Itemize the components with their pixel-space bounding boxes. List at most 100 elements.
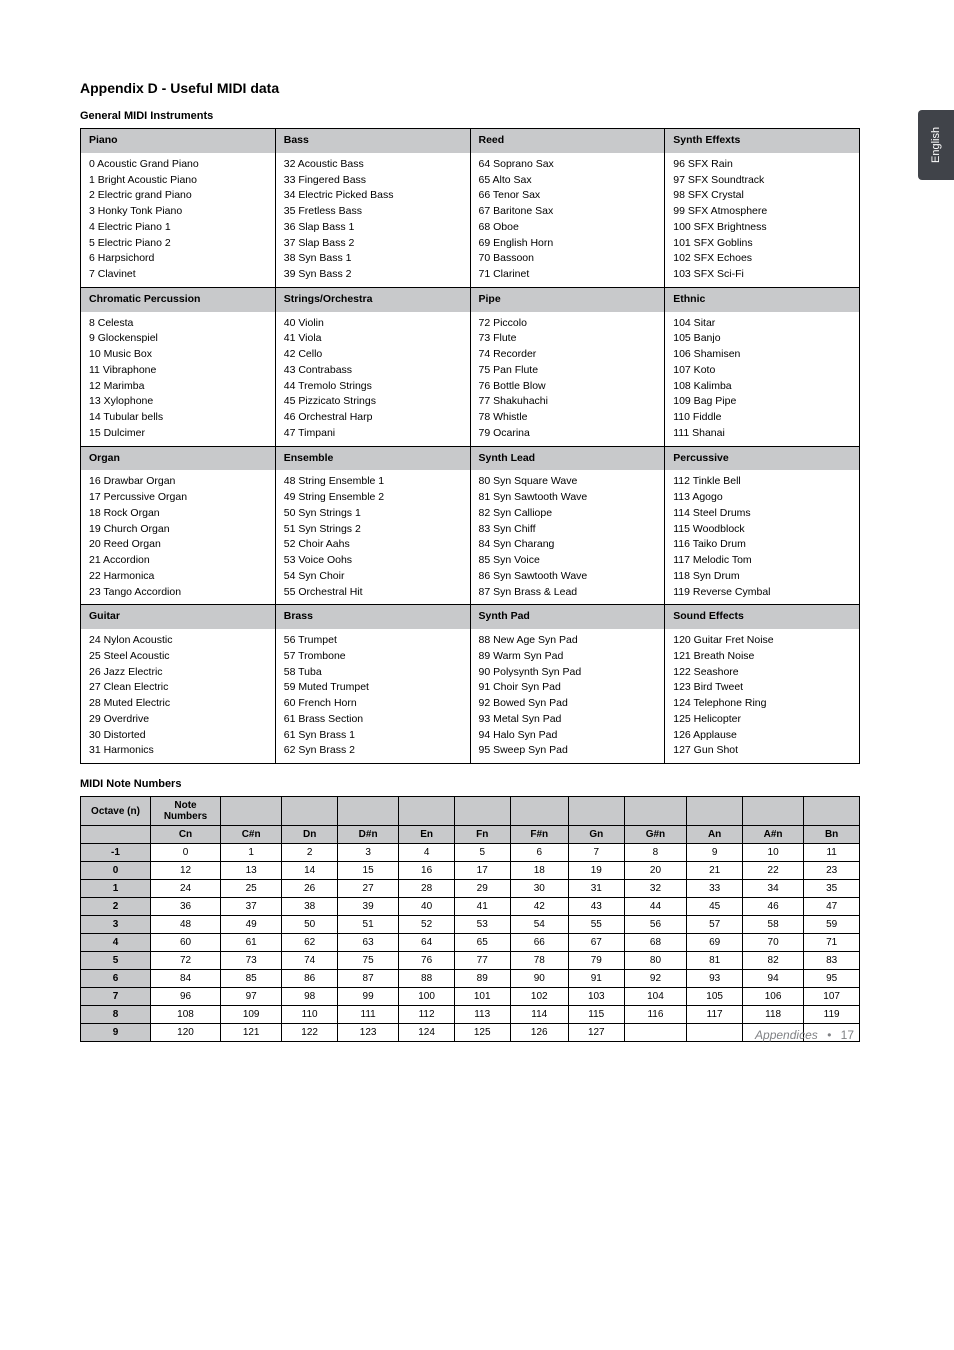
instr-item: 30 Distorted	[89, 728, 267, 744]
instr-item: 48 String Ensemble 1	[284, 474, 462, 490]
instr-item: 40 Violin	[284, 316, 462, 332]
notes-header-blank	[804, 797, 860, 826]
instr-category-header: Brass	[275, 605, 470, 629]
notes-octave-cell: 9	[81, 1024, 151, 1042]
notes-value-cell: 103	[568, 988, 624, 1006]
instr-item: 91 Choir Syn Pad	[479, 680, 657, 696]
instr-item: 13 Xylophone	[89, 394, 267, 410]
instr-item: 85 Syn Voice	[479, 553, 657, 569]
notes-value-cell: 91	[568, 970, 624, 988]
instr-category-cell: 80 Syn Square Wave81 Syn Sawtooth Wave82…	[470, 470, 665, 605]
instr-item: 29 Overdrive	[89, 712, 267, 728]
instr-item: 79 Ocarina	[479, 426, 657, 442]
notes-value-cell: 5	[454, 844, 510, 862]
instr-item: 105 Banjo	[673, 331, 851, 347]
notes-value-cell: 31	[568, 880, 624, 898]
instr-item: 78 Whistle	[479, 410, 657, 426]
notes-value-cell: 90	[510, 970, 568, 988]
notes-value-cell: 108	[151, 1006, 221, 1024]
notes-octave-cell: 1	[81, 880, 151, 898]
instr-item: 61 Brass Section	[284, 712, 462, 728]
instr-item: 123 Bird Tweet	[673, 680, 851, 696]
instr-item: 36 Slap Bass 1	[284, 220, 462, 236]
instr-category-cell: 0 Acoustic Grand Piano1 Bright Acoustic …	[81, 153, 276, 288]
notes-value-cell: 63	[337, 934, 398, 952]
instr-item: 72 Piccolo	[479, 316, 657, 332]
instr-item: 83 Syn Chiff	[479, 522, 657, 538]
notes-value-cell: 72	[151, 952, 221, 970]
notes-value-cell: 29	[454, 880, 510, 898]
instr-category-header: Strings/Orchestra	[275, 287, 470, 311]
instr-item: 33 Fingered Bass	[284, 173, 462, 189]
instr-item: 22 Harmonica	[89, 569, 267, 585]
notes-value-cell: 14	[282, 862, 338, 880]
notes-value-cell: 8	[624, 844, 687, 862]
notes-value-cell: 27	[337, 880, 398, 898]
instr-item: 71 Clarinet	[479, 267, 657, 283]
notes-value-cell: 15	[337, 862, 398, 880]
instr-item: 81 Syn Sawtooth Wave	[479, 490, 657, 506]
instr-category-cell: 48 String Ensemble 149 String Ensemble 2…	[275, 470, 470, 605]
instr-item: 3 Honky Tonk Piano	[89, 204, 267, 220]
instr-item: 5 Electric Piano 2	[89, 236, 267, 252]
instr-item: 21 Accordion	[89, 553, 267, 569]
instr-item: 94 Halo Syn Pad	[479, 728, 657, 744]
instr-category-header: Guitar	[81, 605, 276, 629]
instr-item: 75 Pan Flute	[479, 363, 657, 379]
notes-value-cell: 125	[454, 1024, 510, 1042]
notes-value-cell	[687, 1024, 743, 1042]
instr-item: 50 Syn Strings 1	[284, 506, 462, 522]
notes-value-cell: 58	[742, 916, 803, 934]
instr-item: 32 Acoustic Bass	[284, 157, 462, 173]
instr-item: 109 Bag Pipe	[673, 394, 851, 410]
instr-item: 58 Tuba	[284, 665, 462, 681]
notes-value-cell: 120	[151, 1024, 221, 1042]
notes-value-cell: 121	[221, 1024, 282, 1042]
notes-column-header: C#n	[221, 826, 282, 844]
instr-item: 45 Pizzicato Strings	[284, 394, 462, 410]
instr-item: 84 Syn Charang	[479, 537, 657, 553]
instr-item: 99 SFX Atmosphere	[673, 204, 851, 220]
notes-value-cell: 61	[221, 934, 282, 952]
notes-value-cell: 32	[624, 880, 687, 898]
instr-item: 2 Electric grand Piano	[89, 188, 267, 204]
instr-item: 111 Shanai	[673, 426, 851, 442]
instr-item: 74 Recorder	[479, 347, 657, 363]
instr-category-cell: 120 Guitar Fret Noise121 Breath Noise122…	[665, 629, 860, 764]
instr-item: 93 Metal Syn Pad	[479, 712, 657, 728]
instr-item: 116 Taiko Drum	[673, 537, 851, 553]
notes-column-header: Bn	[804, 826, 860, 844]
notes-value-cell: 89	[454, 970, 510, 988]
notes-value-cell: 41	[454, 898, 510, 916]
notes-value-cell: 28	[399, 880, 455, 898]
notes-value-cell: 95	[804, 970, 860, 988]
notes-value-cell: 53	[454, 916, 510, 934]
instr-item: 56 Trumpet	[284, 633, 462, 649]
instr-item: 108 Kalimba	[673, 379, 851, 395]
notes-value-cell: 59	[804, 916, 860, 934]
instr-item: 88 New Age Syn Pad	[479, 633, 657, 649]
instr-item: 42 Cello	[284, 347, 462, 363]
notes-octave-cell: 8	[81, 1006, 151, 1024]
notes-value-cell: 97	[221, 988, 282, 1006]
instr-item: 101 SFX Goblins	[673, 236, 851, 252]
notes-octave-cell: 2	[81, 898, 151, 916]
instr-item: 51 Syn Strings 2	[284, 522, 462, 538]
instr-item: 39 Syn Bass 2	[284, 267, 462, 283]
notes-header-blank	[399, 797, 455, 826]
instr-item: 62 Syn Brass 2	[284, 743, 462, 759]
notes-value-cell: 56	[624, 916, 687, 934]
instr-item: 112 Tinkle Bell	[673, 474, 851, 490]
instr-category-cell: 32 Acoustic Bass33 Fingered Bass34 Elect…	[275, 153, 470, 288]
notes-header-blank	[337, 797, 398, 826]
instr-item: 64 Soprano Sax	[479, 157, 657, 173]
notes-value-cell: 22	[742, 862, 803, 880]
instr-item: 86 Syn Sawtooth Wave	[479, 569, 657, 585]
instr-item: 17 Percussive Organ	[89, 490, 267, 506]
instr-category-cell: 112 Tinkle Bell113 Agogo114 Steel Drums1…	[665, 470, 860, 605]
instr-item: 55 Orchestral Hit	[284, 585, 462, 601]
notes-octave-cell: -1	[81, 844, 151, 862]
instr-item: 119 Reverse Cymbal	[673, 585, 851, 601]
instr-category-cell: 56 Trumpet57 Trombone58 Tuba59 Muted Tru…	[275, 629, 470, 764]
instr-item: 27 Clean Electric	[89, 680, 267, 696]
